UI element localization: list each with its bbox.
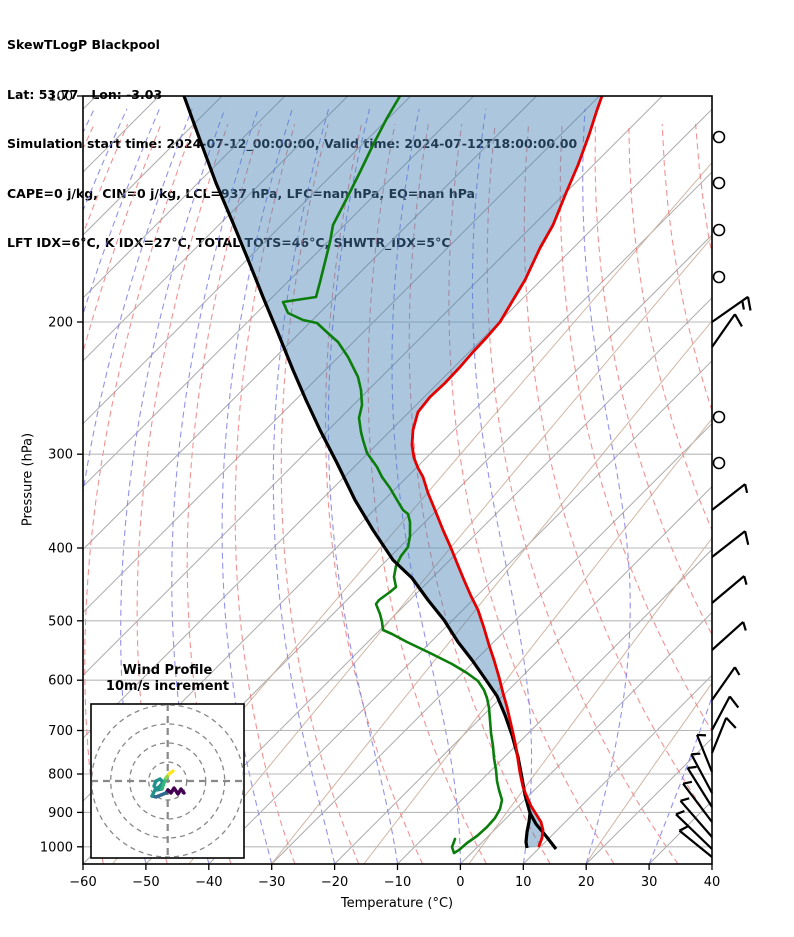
y-tick-label: 100 bbox=[48, 90, 73, 105]
calm-wind-circle bbox=[712, 270, 726, 284]
y-tick-label: 600 bbox=[48, 674, 73, 689]
wind-barb bbox=[710, 717, 737, 754]
hodograph-trace-segment bbox=[150, 777, 165, 798]
x-axis-label: Temperature (°C) bbox=[340, 896, 454, 911]
wind-barbs bbox=[675, 130, 752, 858]
wind-barb bbox=[711, 313, 743, 348]
wind-barb bbox=[711, 295, 752, 323]
wind-barb bbox=[711, 575, 748, 604]
y-tick-label: 300 bbox=[48, 448, 73, 463]
calm-wind-circle bbox=[712, 130, 726, 144]
x-tick-label: 0 bbox=[456, 875, 464, 890]
figure-title: SkewTLogP Blackpool bbox=[7, 37, 160, 52]
indices-line-1: CAPE=0 j/kg, CIN=0 j/kg, LCL=937 hPa, LF… bbox=[7, 185, 475, 201]
header-block: SkewTLogP Blackpool Lat: 53.77 Lon: -3.0… bbox=[7, 4, 577, 285]
dewpoint-curve bbox=[281, 96, 504, 855]
calm-wind-circle bbox=[712, 410, 726, 424]
calm-wind-circle bbox=[712, 456, 726, 470]
hodograph-inset bbox=[90, 703, 245, 859]
y-tick-label: 800 bbox=[48, 768, 73, 783]
parcel-surface-branch bbox=[528, 812, 558, 850]
wind-barb bbox=[678, 825, 713, 858]
wind-barb bbox=[682, 780, 713, 823]
y-tick-label: 200 bbox=[48, 316, 73, 331]
x-tick-label: 10 bbox=[515, 875, 532, 890]
hodograph-trace-segment bbox=[160, 776, 168, 791]
y-tick-label: 500 bbox=[48, 614, 73, 629]
x-tick-label: −60 bbox=[69, 875, 96, 890]
calm-wind-circle bbox=[712, 223, 726, 237]
x-tick-label: 20 bbox=[578, 875, 595, 890]
temperature-curve bbox=[410, 96, 604, 848]
y-tick-label: 1000 bbox=[40, 840, 73, 855]
x-tick-label: 40 bbox=[704, 875, 721, 890]
hodograph-trace-segment bbox=[164, 786, 186, 796]
coords-line: Lat: 53.77 Lon: -3.03 bbox=[7, 86, 163, 102]
y-tick-label: 900 bbox=[48, 806, 73, 821]
hodograph-title-line1: Wind Profile bbox=[122, 663, 213, 678]
wind-barb bbox=[690, 752, 713, 794]
x-tick-label: −40 bbox=[195, 875, 222, 890]
wind-barb bbox=[679, 797, 713, 838]
y-axis-label: Pressure (hPa) bbox=[20, 432, 36, 527]
cape-shading bbox=[184, 96, 602, 848]
axis-ticks bbox=[77, 95, 713, 870]
wind-barb bbox=[675, 809, 713, 850]
x-tick-label: −50 bbox=[132, 875, 159, 890]
x-tick-label: −30 bbox=[258, 875, 285, 890]
hodograph-title-line2: 10m/s increment bbox=[105, 679, 230, 694]
y-tick-label: 400 bbox=[48, 542, 73, 557]
parcel-curve bbox=[182, 96, 532, 849]
hodograph-trace-segment bbox=[150, 791, 168, 799]
wind-barb bbox=[711, 695, 740, 731]
y-tick-label: 700 bbox=[48, 724, 73, 739]
x-tick-label: −20 bbox=[321, 875, 348, 890]
wind-barb bbox=[711, 530, 750, 558]
wind-barb bbox=[711, 666, 741, 701]
hodograph-trace-segment bbox=[167, 769, 175, 776]
x-tick-label: 30 bbox=[641, 875, 658, 890]
wind-barb bbox=[711, 621, 747, 651]
wind-barb bbox=[686, 765, 713, 808]
wind-barb bbox=[711, 483, 749, 511]
x-tick-label: −10 bbox=[384, 875, 411, 890]
wind-barb bbox=[695, 733, 714, 773]
calm-wind-circle bbox=[712, 176, 726, 190]
time-line: Simulation start time: 2024-07-12_00:00:… bbox=[7, 136, 577, 151]
